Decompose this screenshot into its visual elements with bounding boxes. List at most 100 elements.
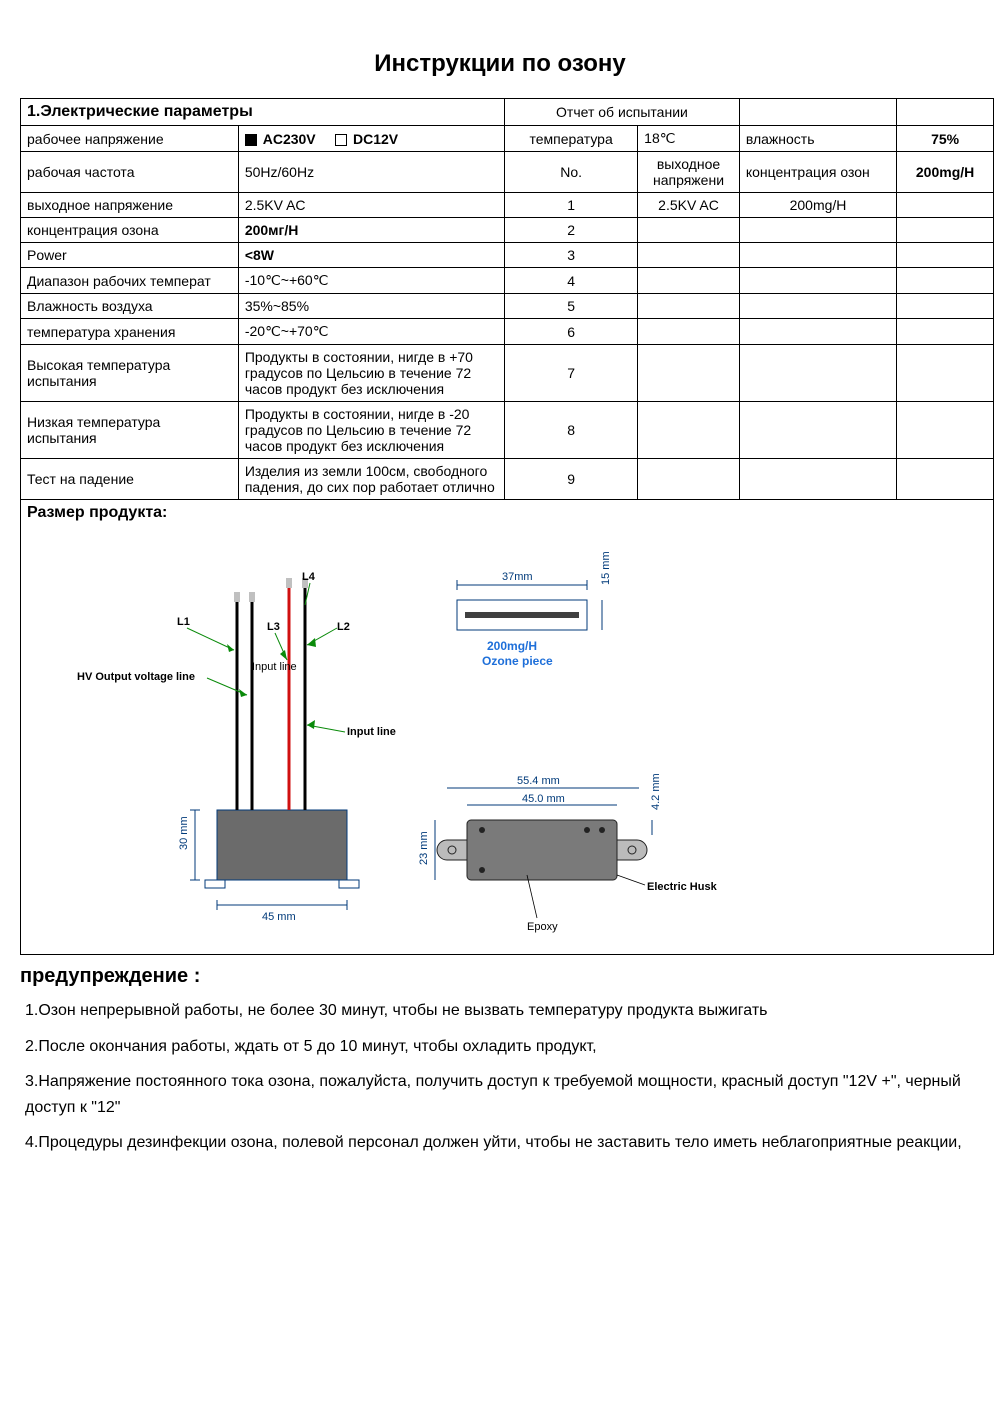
label: Влажность воздуха bbox=[21, 294, 239, 319]
size-header: Размер продукта: bbox=[21, 500, 994, 527]
empty-cell bbox=[739, 243, 896, 268]
value: 2.5KV AC bbox=[238, 193, 504, 218]
svg-text:4.2 mm: 4.2 mm bbox=[650, 773, 662, 810]
page-title: Инструкции по озону bbox=[20, 50, 980, 78]
checkbox-empty-icon bbox=[335, 134, 347, 146]
temp-val: 18℃ bbox=[638, 126, 740, 152]
empty-cell bbox=[739, 294, 896, 319]
temp-label: температура bbox=[505, 126, 638, 152]
empty-cell bbox=[897, 402, 994, 459]
test-no: 9 bbox=[505, 459, 638, 500]
svg-text:200mg/H: 200mg/H bbox=[487, 639, 537, 653]
value: 35%~85% bbox=[238, 294, 504, 319]
label: Диапазон рабочих температ bbox=[21, 268, 239, 294]
empty-cell bbox=[739, 345, 896, 402]
svg-text:Input line: Input line bbox=[347, 726, 396, 738]
test-no: 3 bbox=[505, 243, 638, 268]
test-no: 7 bbox=[505, 345, 638, 402]
empty-cell bbox=[638, 402, 740, 459]
value: 200мг/Н bbox=[238, 218, 504, 243]
label: Высокая температура испытания bbox=[21, 345, 239, 402]
svg-text:15 mm: 15 mm bbox=[600, 551, 612, 585]
empty-cell bbox=[897, 99, 994, 126]
col-conc: концентрация озон bbox=[739, 152, 896, 193]
col-rate: 200mg/H bbox=[897, 152, 994, 193]
svg-text:45.0 mm: 45.0 mm bbox=[522, 793, 565, 805]
svg-text:Ozone piece: Ozone piece bbox=[482, 654, 553, 668]
empty-cell bbox=[897, 345, 994, 402]
spec-table: 1.Электрические параметры Отчет об испыт… bbox=[20, 98, 994, 955]
empty-cell bbox=[897, 294, 994, 319]
label: Тест на падение bbox=[21, 459, 239, 500]
empty-cell bbox=[739, 319, 896, 345]
label: выходное напряжение bbox=[21, 193, 239, 218]
value: -20℃~+70℃ bbox=[238, 319, 504, 345]
label: Низкая температура испытания bbox=[21, 402, 239, 459]
empty-cell bbox=[638, 459, 740, 500]
warning-item: 2.После окончания работы, ждать от 5 до … bbox=[25, 1034, 980, 1060]
test-conc: 200mg/H bbox=[739, 193, 896, 218]
svg-text:23 mm: 23 mm bbox=[418, 831, 430, 865]
value: Продукты в состоянии, нигде в +70 градус… bbox=[238, 345, 504, 402]
empty-cell bbox=[897, 268, 994, 294]
svg-text:L3: L3 bbox=[267, 621, 280, 633]
svg-text:L4: L4 bbox=[302, 571, 316, 583]
empty-cell bbox=[739, 402, 896, 459]
empty-cell bbox=[897, 459, 994, 500]
svg-text:55.4 mm: 55.4 mm bbox=[517, 775, 560, 787]
test-no: 5 bbox=[505, 294, 638, 319]
left-header: 1.Электрические параметры bbox=[21, 99, 505, 126]
svg-text:HV Output voltage line: HV Output voltage line bbox=[77, 671, 195, 683]
test-no: 4 bbox=[505, 268, 638, 294]
test-out: 2.5KV AC bbox=[638, 193, 740, 218]
empty-cell bbox=[897, 243, 994, 268]
empty-cell bbox=[638, 218, 740, 243]
svg-text:Input line: Input line bbox=[252, 661, 297, 673]
test-report-header: Отчет об испытании bbox=[505, 99, 740, 126]
col-out: выходное напряжени bbox=[638, 152, 740, 193]
warning-item: 4.Процедуры дезинфекции озона, полевой п… bbox=[25, 1130, 980, 1156]
test-no: 1 bbox=[505, 193, 638, 218]
col-no: No. bbox=[505, 152, 638, 193]
empty-cell bbox=[638, 345, 740, 402]
label: температура хранения bbox=[21, 319, 239, 345]
diagram-cell: 45 mm 30 mm L1 L3 L4 L2 bbox=[21, 526, 994, 955]
checkbox-filled-icon bbox=[245, 134, 257, 146]
svg-text:Electric Husk: Electric Husk bbox=[647, 881, 718, 893]
ac-label: AC230V bbox=[263, 131, 316, 147]
value: Изделия из земли 100см, свободного паден… bbox=[238, 459, 504, 500]
empty-cell bbox=[739, 99, 896, 126]
warning-item: 1.Озон непрерывной работы, не более 30 м… bbox=[25, 998, 980, 1024]
empty-cell bbox=[739, 268, 896, 294]
value: Продукты в состоянии, нигде в -20 градус… bbox=[238, 402, 504, 459]
dim-base-h: 30 mm bbox=[178, 816, 190, 850]
warning-list: 1.Озон непрерывной работы, не более 30 м… bbox=[20, 998, 980, 1156]
value: <8W bbox=[238, 243, 504, 268]
diagram-svg: 45 mm 30 mm L1 L3 L4 L2 bbox=[27, 530, 987, 950]
svg-text:L2: L2 bbox=[337, 621, 350, 633]
empty-cell bbox=[739, 218, 896, 243]
humidity-val: 75% bbox=[897, 126, 994, 152]
value: -10℃~+60℃ bbox=[238, 268, 504, 294]
test-no: 2 bbox=[505, 218, 638, 243]
svg-text:L1: L1 bbox=[177, 616, 190, 628]
empty-cell bbox=[897, 218, 994, 243]
dim-base-w: 45 mm bbox=[262, 911, 296, 923]
empty-cell bbox=[897, 319, 994, 345]
product-diagram: 45 mm 30 mm L1 L3 L4 L2 bbox=[27, 530, 987, 950]
svg-text:37mm: 37mm bbox=[502, 571, 533, 583]
empty-cell bbox=[638, 294, 740, 319]
label: рабочее напряжение bbox=[21, 126, 239, 152]
svg-text:Epoxy: Epoxy bbox=[527, 921, 558, 933]
test-rate bbox=[897, 193, 994, 218]
warning-item: 3.Напряжение постоянного тока озона, пож… bbox=[25, 1069, 980, 1120]
empty-cell bbox=[638, 319, 740, 345]
empty-cell bbox=[638, 268, 740, 294]
label: Power bbox=[21, 243, 239, 268]
warning-title: предупреждение : bbox=[20, 965, 980, 988]
empty-cell bbox=[739, 459, 896, 500]
empty-cell bbox=[638, 243, 740, 268]
label: рабочая частота bbox=[21, 152, 239, 193]
test-no: 8 bbox=[505, 402, 638, 459]
value: 50Hz/60Hz bbox=[238, 152, 504, 193]
